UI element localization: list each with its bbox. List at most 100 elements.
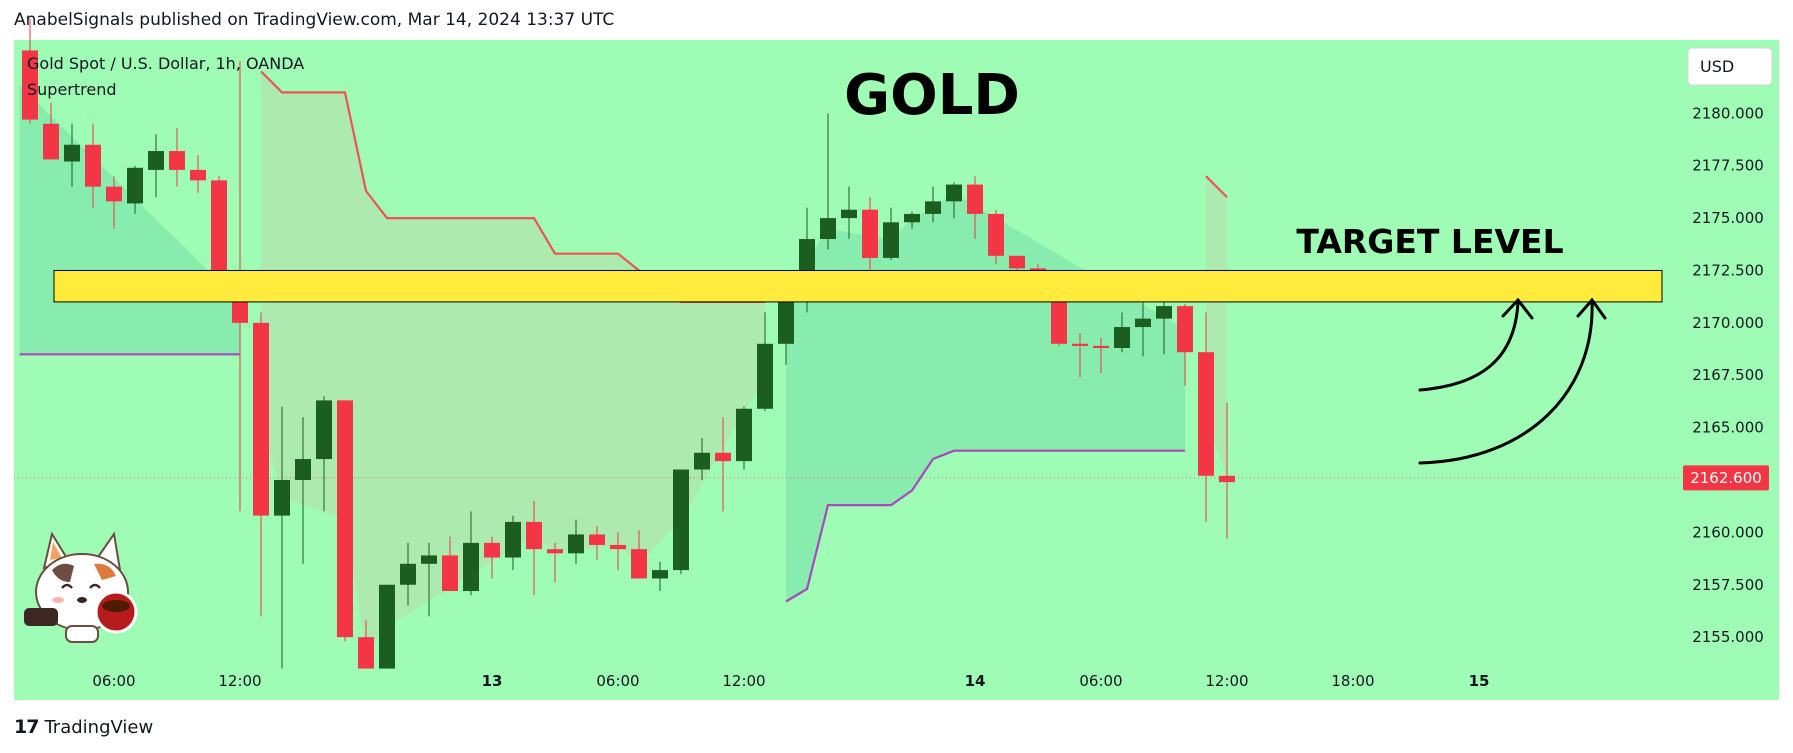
candle[interactable] (85, 123, 101, 208)
candle-body (988, 213, 1004, 256)
candle[interactable] (442, 536, 458, 592)
candle-body (1072, 343, 1088, 346)
target-zone[interactable] (53, 269, 1663, 303)
candle-body (862, 209, 878, 258)
candle[interactable] (1072, 333, 1088, 378)
candle[interactable] (883, 207, 899, 260)
footer-brand[interactable]: 17 TradingView (14, 716, 153, 738)
candle[interactable] (1114, 312, 1130, 353)
candle[interactable] (715, 417, 731, 512)
candle[interactable] (127, 165, 143, 214)
candle[interactable] (904, 211, 920, 229)
indicator-legend[interactable]: Supertrend (27, 80, 117, 99)
candle-body (967, 184, 983, 214)
candle[interactable] (316, 396, 332, 512)
candle-body (883, 222, 899, 258)
tradingview-logo-icon: 17 (14, 716, 39, 738)
y-tick-label: 2160.000 (1692, 523, 1764, 541)
candle-body (169, 151, 185, 170)
candle[interactable] (652, 561, 668, 592)
candle[interactable] (1156, 301, 1172, 355)
candle[interactable] (820, 113, 836, 250)
candle-body (1135, 318, 1151, 328)
candle-body (505, 521, 521, 558)
candle[interactable] (988, 209, 1004, 265)
candle[interactable] (1177, 304, 1193, 386)
candle-body (694, 452, 710, 470)
last-price-badge (1683, 465, 1769, 491)
candle-body (547, 549, 563, 554)
candle-body (652, 570, 668, 579)
candle-body (841, 209, 857, 219)
candle[interactable] (757, 312, 773, 411)
candle[interactable] (400, 542, 416, 606)
candle[interactable] (295, 417, 311, 564)
candle-body (484, 542, 500, 558)
candle[interactable] (1219, 402, 1235, 539)
candle[interactable] (946, 182, 962, 219)
candle-body (253, 322, 269, 516)
candle-body (442, 555, 458, 592)
candle[interactable] (1093, 337, 1109, 374)
candle[interactable] (673, 469, 689, 575)
currency-label: USD (1700, 57, 1734, 76)
y-tick-label: 2157.500 (1692, 576, 1764, 594)
candle[interactable] (43, 102, 59, 160)
candle-body (421, 555, 437, 564)
candle[interactable] (841, 186, 857, 240)
candle[interactable] (736, 406, 752, 470)
candle[interactable] (358, 620, 374, 669)
candle[interactable] (148, 134, 164, 198)
candle[interactable] (610, 532, 626, 571)
candle[interactable] (190, 155, 206, 193)
candle-body (631, 549, 647, 579)
candle[interactable] (421, 542, 437, 617)
candle-body (337, 400, 353, 638)
y-tick-label: 2175.000 (1692, 209, 1764, 227)
candle[interactable] (484, 536, 500, 579)
candle-body (85, 144, 101, 187)
candle[interactable] (1198, 312, 1214, 522)
publish-info: AnabelSignals published on TradingView.c… (14, 10, 615, 30)
candle[interactable] (589, 526, 605, 560)
candle[interactable] (631, 530, 647, 579)
candle-body (1114, 327, 1130, 348)
y-tick-label: 2180.000 (1692, 104, 1764, 122)
symbol-legend[interactable]: Gold Spot / U.S. Dollar, 1h, OANDA (27, 54, 304, 73)
candle[interactable] (925, 186, 941, 223)
candle[interactable] (694, 438, 710, 480)
candle[interactable] (526, 500, 542, 596)
x-tick-label: 06:00 (596, 672, 639, 690)
candle[interactable] (547, 542, 563, 583)
candle-body (925, 201, 941, 214)
candle-body (820, 218, 836, 240)
candle[interactable] (379, 584, 395, 669)
x-tick-label: 12:00 (218, 672, 261, 690)
candle-body (589, 534, 605, 545)
candle[interactable] (274, 406, 290, 669)
chart-title: GOLD (844, 63, 1020, 128)
x-tick-label: 13 (482, 672, 503, 690)
currency-button[interactable] (1687, 47, 1773, 86)
candle-body (274, 480, 290, 516)
candle[interactable] (337, 400, 353, 642)
candle-body (316, 400, 332, 460)
candle[interactable] (169, 128, 185, 187)
candle[interactable] (463, 511, 479, 596)
candle[interactable] (568, 519, 584, 564)
y-tick-label: 2165.000 (1692, 419, 1764, 437)
candle[interactable] (106, 176, 122, 229)
candle-body (736, 408, 752, 462)
candle-body (1093, 345, 1109, 348)
candle-body (295, 459, 311, 480)
candle[interactable] (505, 515, 521, 571)
candle-body (568, 534, 584, 554)
candle-body (526, 521, 542, 550)
candle[interactable] (967, 176, 983, 240)
candle[interactable] (253, 312, 269, 617)
candle[interactable] (22, 19, 38, 124)
candle-body (946, 184, 962, 202)
candle-body (904, 213, 920, 223)
candle[interactable] (64, 123, 80, 187)
